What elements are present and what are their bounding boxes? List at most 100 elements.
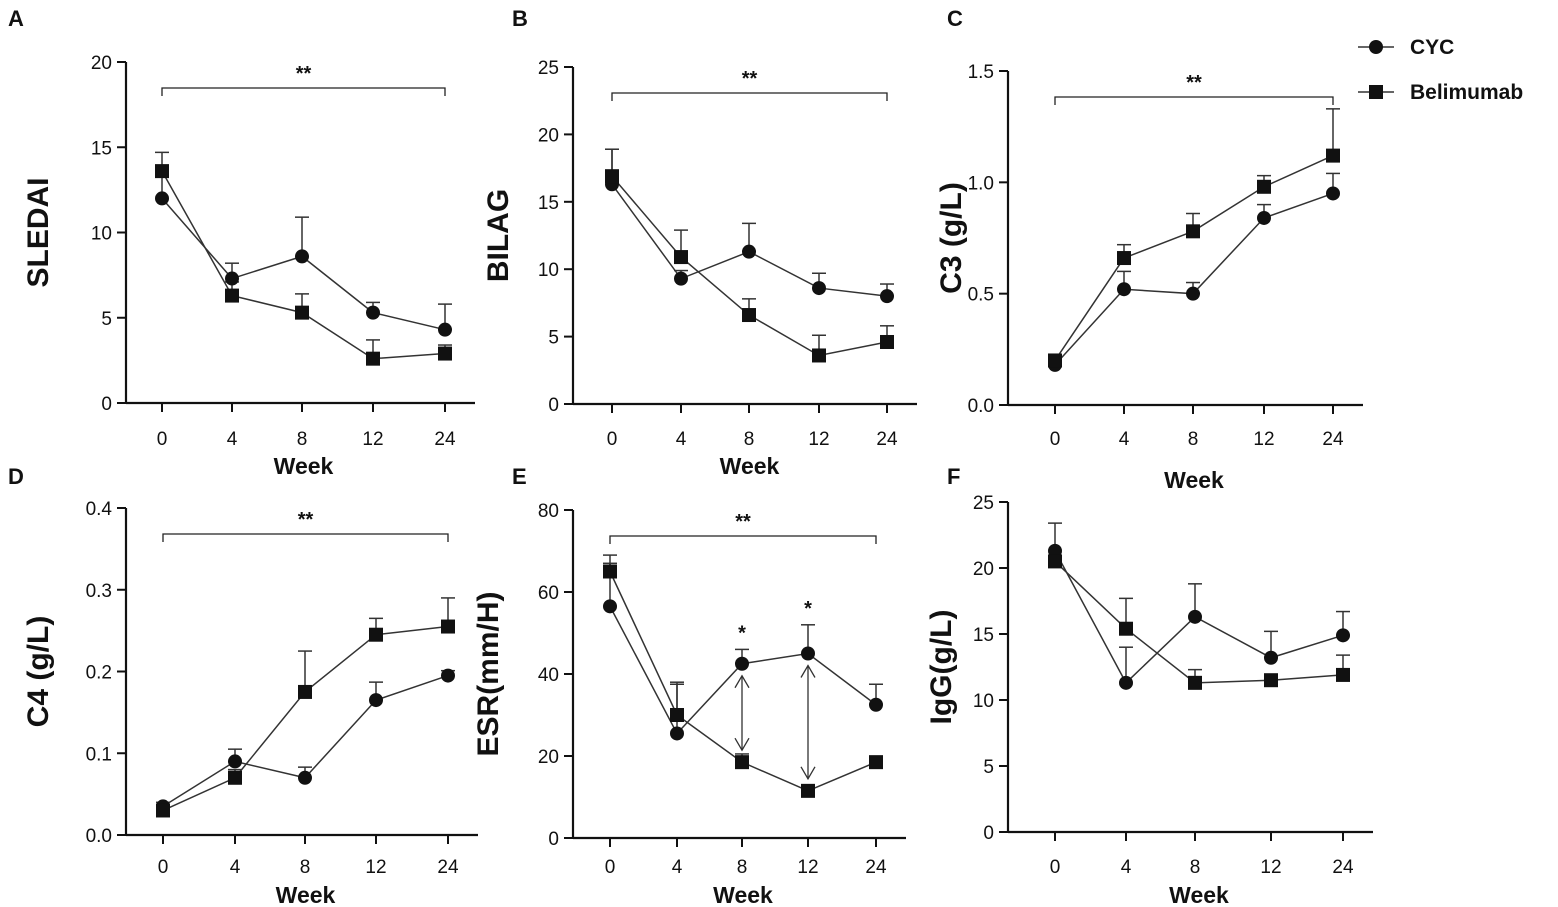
x-tick-label-a: 24 [434, 429, 456, 450]
x-tick-label-a: 0 [157, 429, 168, 450]
legend: CYC Belimumab [1358, 36, 1523, 104]
y-axis-title-c: C3 (g/L) [935, 182, 968, 294]
panel-letter-f: F [947, 464, 960, 489]
y-tick-label-b: 0 [548, 395, 559, 416]
y-tick-label-c: 0.5 [968, 285, 994, 306]
data-point-belimumab-e [801, 783, 815, 798]
point-significance-e: * [804, 598, 812, 620]
data-point-cyc-b [742, 244, 756, 259]
point-significance-e: * [738, 622, 746, 644]
panel-letter-b: B [512, 6, 528, 31]
y-tick-label-a: 20 [91, 53, 112, 74]
y-tick-label-f: 10 [973, 691, 994, 712]
y-axis-title-a: SLEDAI [22, 177, 55, 287]
y-tick-label-c: 0.0 [968, 396, 994, 417]
x-tick-label-c: 24 [1322, 429, 1344, 450]
data-point-belimumab-e [869, 755, 883, 770]
y-tick-label-b: 5 [548, 328, 559, 349]
data-point-belimumab-a [366, 351, 380, 366]
x-tick-label-e: 0 [605, 857, 616, 878]
y-tick-label-f: 0 [983, 823, 994, 844]
x-tick-label-d: 0 [158, 857, 169, 878]
significance-bracket-d [162, 533, 449, 542]
arrow-head-up-e [800, 664, 816, 678]
data-point-belimumab-c [1048, 353, 1062, 368]
data-point-belimumab-b [742, 308, 756, 323]
data-point-cyc-c [1186, 286, 1200, 301]
significance-bracket-b [611, 92, 888, 101]
y-tick-label-b: 25 [538, 58, 559, 79]
data-point-cyc-e [801, 646, 815, 661]
data-point-belimumab-d [441, 619, 455, 634]
data-point-cyc-f [1336, 628, 1350, 643]
data-point-belimumab-e [603, 564, 617, 579]
x-tick-label-b: 0 [607, 429, 618, 450]
x-tick-label-d: 24 [437, 857, 459, 878]
data-point-belimumab-c [1117, 251, 1131, 266]
panel-letter-e: E [512, 464, 527, 489]
series-line-cyc-c [1054, 192, 1334, 366]
data-point-belimumab-f [1264, 673, 1278, 688]
x-tick-label-b: 4 [676, 429, 687, 450]
x-tick-label-a: 8 [297, 429, 308, 450]
x-tick-label-c: 12 [1253, 429, 1274, 450]
arrow-head-down-e [800, 766, 816, 781]
significance-label-e: ** [735, 511, 751, 533]
data-point-cyc-e [869, 697, 883, 712]
x-tick-label-b: 24 [876, 429, 898, 450]
data-point-cyc-a [155, 191, 169, 206]
x-tick-label-e: 12 [797, 857, 818, 878]
y-tick-label-d: 0.0 [86, 826, 112, 847]
x-tick-label-f: 4 [1121, 857, 1132, 878]
x-tick-label-b: 8 [744, 429, 755, 450]
data-point-belimumab-f [1048, 554, 1062, 569]
panel-letter-d: D [8, 464, 24, 489]
data-point-belimumab-f [1336, 667, 1350, 682]
chart-panel-f: F 0 5 10 15 20 25 0 4 8 12 24 Week IgG(g/L) [925, 464, 1373, 907]
x-tick-label-a: 4 [227, 429, 238, 450]
data-point-cyc-a [295, 249, 309, 264]
data-point-cyc-a [438, 322, 452, 337]
data-point-belimumab-a [155, 164, 169, 179]
x-tick-label-d: 12 [365, 857, 386, 878]
data-point-cyc-b [812, 281, 826, 296]
significance-label-c: ** [1186, 72, 1202, 94]
x-tick-label-f: 8 [1190, 857, 1201, 878]
y-tick-label-c: 1.5 [968, 62, 994, 83]
data-point-belimumab-b [605, 169, 619, 184]
panel-letter-a: A [8, 6, 24, 31]
arrow-head-up-e [734, 674, 750, 689]
y-tick-label-e: 0 [548, 829, 559, 850]
data-point-belimumab-d [369, 627, 383, 642]
data-point-belimumab-e [670, 708, 684, 722]
data-point-belimumab-a [438, 346, 452, 361]
legend-cyc-label: CYC [1410, 36, 1454, 59]
x-axis-title-e: Week [713, 882, 773, 907]
data-point-cyc-c [1257, 210, 1271, 225]
x-tick-label-f: 12 [1260, 857, 1281, 878]
y-tick-label-b: 15 [538, 193, 559, 214]
y-tick-label-a: 5 [101, 309, 112, 330]
x-tick-label-b: 12 [808, 429, 829, 450]
data-point-cyc-a [225, 271, 239, 286]
data-point-cyc-d [369, 693, 383, 708]
y-tick-label-e: 20 [538, 747, 559, 768]
y-tick-label-b: 10 [538, 260, 559, 281]
y-tick-label-d: 0.1 [86, 744, 112, 765]
data-point-belimumab-d [298, 684, 312, 699]
significance-bracket-c [1054, 96, 1334, 105]
x-tick-label-c: 4 [1119, 429, 1130, 450]
data-point-cyc-f [1048, 543, 1062, 558]
data-point-belimumab-b [674, 250, 688, 265]
x-axis-title-b: Week [720, 453, 780, 479]
x-tick-label-e: 8 [737, 857, 748, 878]
y-tick-label-d: 0.3 [86, 581, 112, 602]
data-point-cyc-e [603, 599, 617, 614]
legend-cyc-marker [1369, 40, 1383, 54]
chart-panel-c: C 0.0 0.5 1.0 1.5 0 4 8 12 24 Week C3 (g/L) ** [935, 6, 1363, 493]
x-tick-label-d: 8 [300, 857, 311, 878]
y-axis-title-b: BILAG [482, 189, 515, 282]
y-tick-label-a: 0 [101, 394, 112, 415]
x-axis-title-c: Week [1164, 467, 1224, 493]
